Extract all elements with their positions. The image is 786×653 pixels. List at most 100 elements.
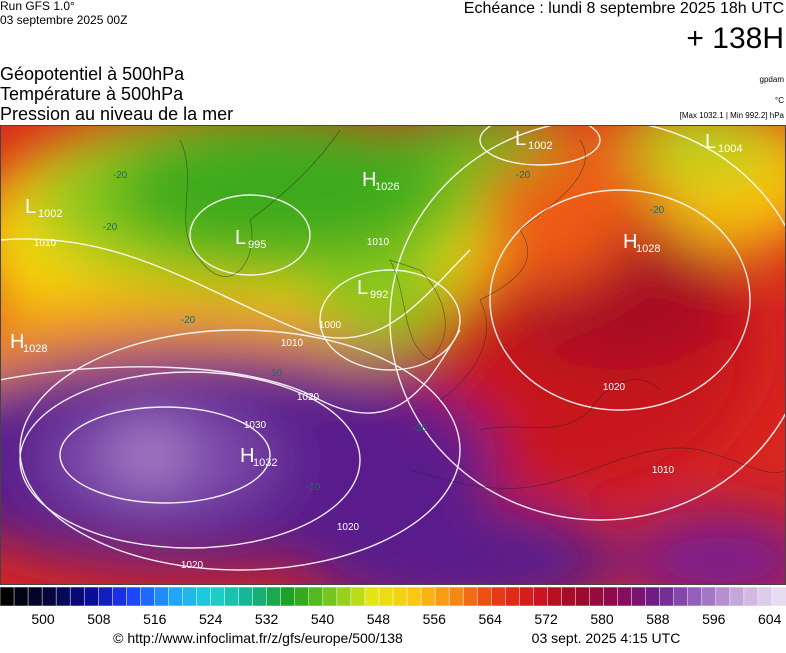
colorbar-swatch xyxy=(645,586,661,607)
colorbar-swatch xyxy=(336,586,352,607)
colorbar-label: 556 xyxy=(423,611,447,627)
colorbar-label: 508 xyxy=(87,611,111,627)
temperature-label: -20 xyxy=(103,222,118,233)
colorbar-swatch xyxy=(55,586,71,607)
colorbar-label: 548 xyxy=(367,611,391,627)
colorbar-swatch xyxy=(168,586,184,607)
colorbar-swatch xyxy=(533,586,548,607)
temperature-label: -20 xyxy=(516,170,531,181)
isobar-label: 1000 xyxy=(319,320,342,331)
center-value: 1002 xyxy=(38,208,62,220)
colorbar-label: 604 xyxy=(758,611,782,627)
colorbar-swatch xyxy=(617,586,633,607)
run-model: Run GFS 1.0° xyxy=(0,0,75,13)
colorbar-swatch xyxy=(140,586,155,607)
colorbar-swatch xyxy=(224,586,240,607)
colorbar-swatch xyxy=(378,586,394,607)
footer-source: © http://www.infoclimat.fr/z/gfs/europe/… xyxy=(113,630,403,646)
colorbar-swatch xyxy=(491,586,506,607)
colorbar-swatch xyxy=(364,586,380,607)
center-value: 1026 xyxy=(375,181,399,193)
colorbar-swatch xyxy=(757,586,773,607)
colorbar-swatch xyxy=(687,586,703,607)
isobar-label: 1020 xyxy=(297,392,320,403)
isobar-label: 1020 xyxy=(603,382,626,393)
temperature-label: -20 xyxy=(181,315,196,326)
colorbar-swatch xyxy=(505,586,520,607)
unit-label: [Max 1032.1 | Min 992.2] hPa xyxy=(680,111,785,120)
colorbar-swatch xyxy=(603,586,619,607)
colorbar-swatch xyxy=(13,586,29,607)
colorbar-swatch xyxy=(308,586,324,607)
colorbar-swatch xyxy=(182,586,198,607)
colorbar-swatch xyxy=(406,586,422,607)
layer-label: Géopotentiel à 500hPa xyxy=(0,64,185,84)
center-value: 995 xyxy=(248,239,266,251)
unit-label: gpdam xyxy=(760,75,785,84)
colorbar-swatch xyxy=(112,586,127,607)
colorbar-label: 524 xyxy=(199,611,223,627)
center-value: 1002 xyxy=(528,140,552,152)
colorbar-swatch xyxy=(743,586,759,607)
colorbar-swatch xyxy=(659,586,675,607)
colorbar-label: 540 xyxy=(311,611,335,627)
colorbar-swatch xyxy=(69,586,85,607)
colorbar-swatch xyxy=(83,586,99,607)
center-type: L xyxy=(357,277,368,299)
isobars xyxy=(0,125,786,571)
coastlines xyxy=(179,129,786,489)
center-type: H xyxy=(240,445,254,467)
center-value: 1028 xyxy=(23,343,47,355)
isobar-label: 1010 xyxy=(652,465,675,476)
colorbar-swatch xyxy=(210,586,226,607)
colorbar-swatch xyxy=(350,586,366,607)
colorbar-label: 500 xyxy=(31,611,55,627)
colorbar-label: 572 xyxy=(534,611,558,627)
center-value: 992 xyxy=(370,289,388,301)
center-type: L xyxy=(235,227,246,249)
isobar-label: 1010 xyxy=(367,237,390,248)
layer-label: Pression au niveau de la mer xyxy=(0,104,233,124)
colorbar: 500 508 516 524 532 540 548 556 564 572 580 588 596 6… xyxy=(0,586,786,627)
colorbar-swatch xyxy=(589,586,605,607)
center-type: L xyxy=(25,196,36,218)
colorbar-swatch xyxy=(294,586,310,607)
run-date: 03 septembre 2025 00Z xyxy=(0,13,127,27)
colorbar-swatch xyxy=(771,586,786,607)
temperature-label: -20 xyxy=(413,423,428,434)
map-field xyxy=(0,125,786,585)
center-type: L xyxy=(515,128,526,150)
center-value: 1004 xyxy=(718,143,742,155)
colorbar-swatch xyxy=(392,586,408,607)
isobar-label: 1010 xyxy=(34,238,57,249)
center-type: H xyxy=(10,331,24,353)
center-type: L xyxy=(705,131,716,153)
colorbar-swatch xyxy=(322,586,338,607)
colorbar-label: 588 xyxy=(646,611,670,627)
colorbar-swatch xyxy=(715,586,731,607)
colorbar-swatch xyxy=(238,586,254,607)
colorbar-swatch xyxy=(575,586,591,607)
colorbar-swatch xyxy=(266,586,282,607)
colorbar-swatch xyxy=(252,586,268,607)
colorbar-swatch xyxy=(0,586,15,607)
colorbar-swatch xyxy=(41,586,57,607)
colorbar-swatch xyxy=(448,586,464,607)
colorbar-swatch xyxy=(462,586,478,607)
colorbar-swatch xyxy=(420,586,436,607)
unit-label: °C xyxy=(775,96,784,105)
colorbar-swatch xyxy=(561,586,577,607)
colorbar-label: 580 xyxy=(590,611,614,627)
colorbar-swatch xyxy=(154,586,169,607)
center-type: H xyxy=(362,169,376,191)
center-type: H xyxy=(623,231,637,253)
valid-time: Echéance : lundi 8 septembre 2025 18h UT… xyxy=(464,0,784,17)
colorbar-label: 564 xyxy=(479,611,503,627)
isobar-label: 1020 xyxy=(181,560,204,571)
contour-labels: 1010 1010 1000 1010 1020 1030 1020 1020 1020 1010… xyxy=(34,170,675,571)
isobar-label: 1010 xyxy=(281,338,304,349)
isobar-label: 1020 xyxy=(337,522,360,533)
isobar-label: 1030 xyxy=(244,420,267,431)
